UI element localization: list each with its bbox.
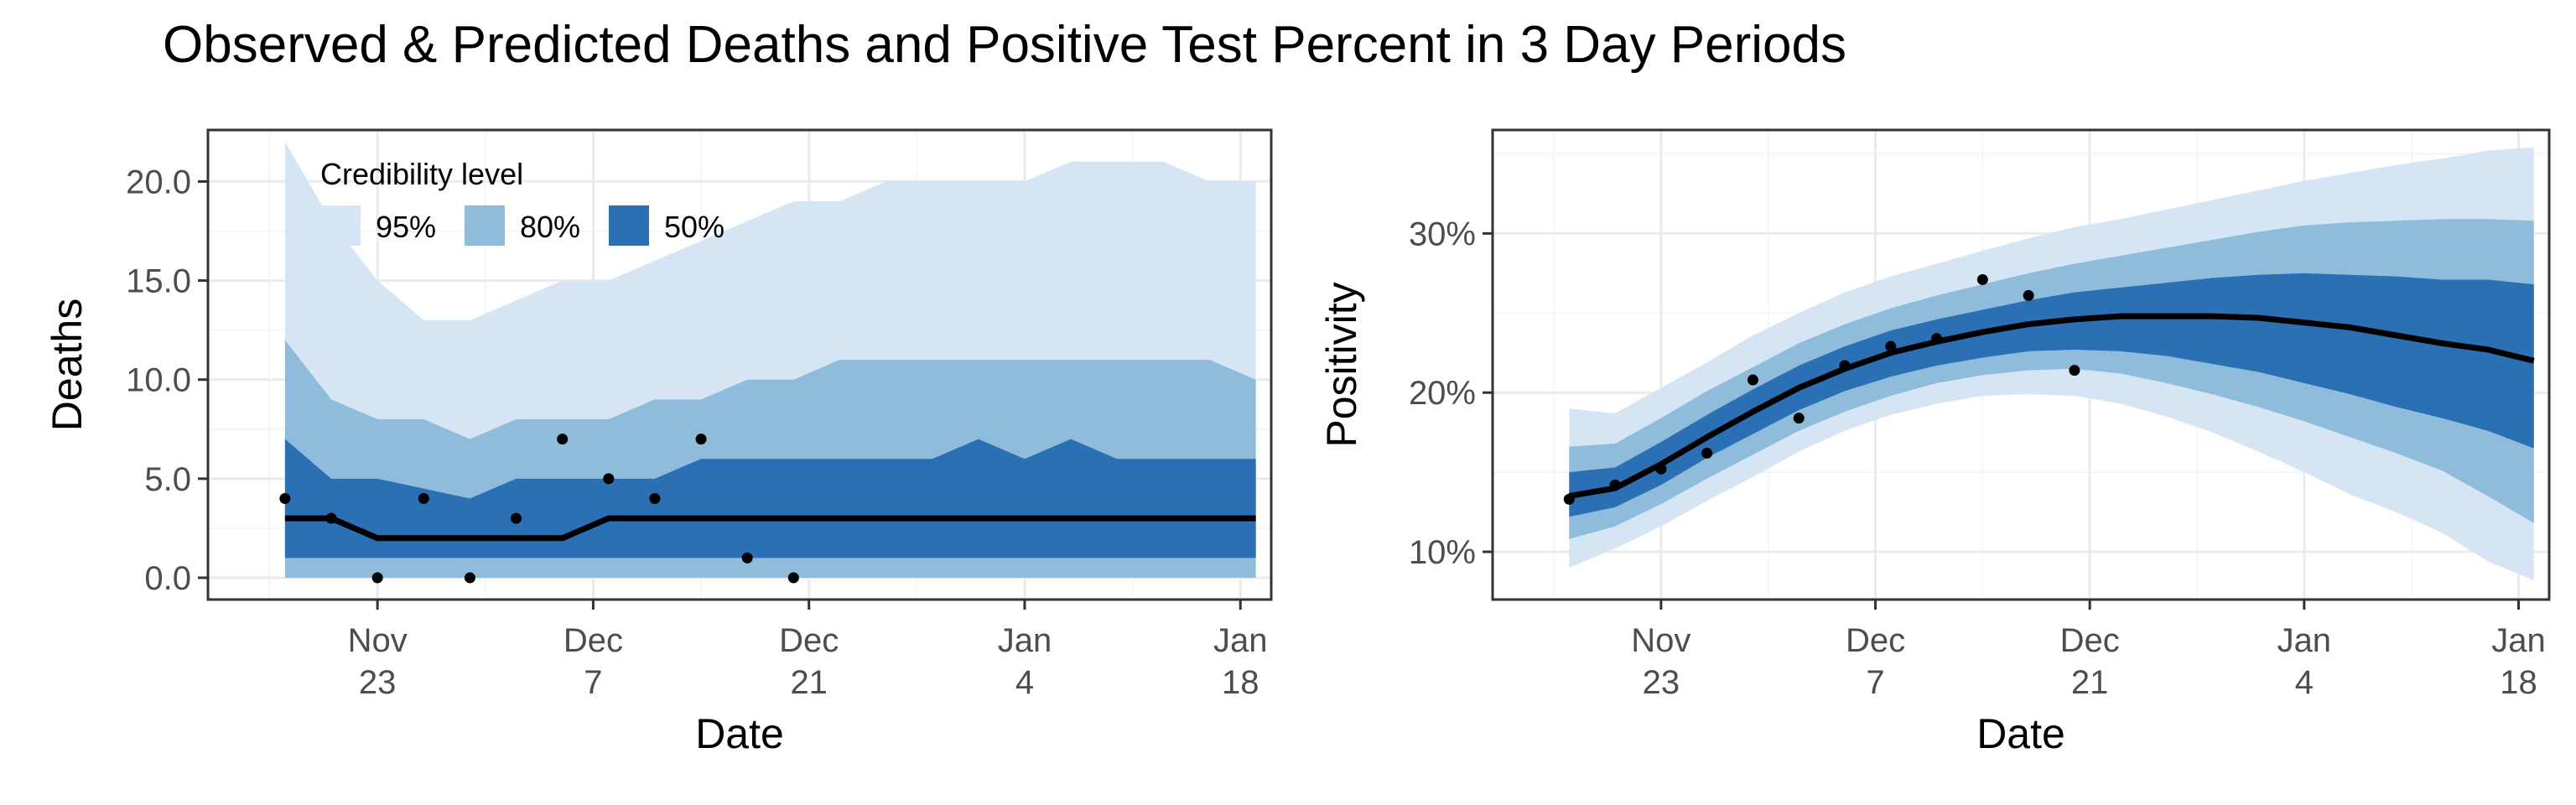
positivity-observed-point [1747,374,1758,386]
positivity-x-tick-label-month: Dec [2060,622,2120,659]
deaths-median-line [284,515,1256,542]
legend-label-80: 80% [520,210,580,244]
positivity-panel: 10% 20% 30% Nov 23 Dec 7 Dec 21 Jan 4 Jan 18 Date Posi… [1318,128,2551,757]
positivity-observed-point [2023,289,2034,301]
positivity-observed-point [1701,447,1713,459]
deaths-x-tick-label-day: 7 [584,664,602,701]
positivity-panel-border [1491,128,2551,601]
deaths-observed-point [603,473,615,485]
deaths-observed-point [787,572,799,584]
positivity-x-tick-label-month: Dec [1846,622,1905,659]
positivity-observed-point [1793,413,1805,424]
deaths-panel: 0.0 5.0 10.0 15.0 20.0 Nov 23 Dec 7 Dec 21 Jan 4 Jan 1… [44,128,1273,757]
positivity-observed-point [1931,333,1943,345]
positivity-x-tick-label-day: 18 [2500,664,2537,701]
deaths-x-tick-label-month: Dec [564,622,623,659]
deaths-plot-area [279,142,1256,584]
deaths-observed-point [511,512,522,524]
positivity-band-50 [1569,273,2534,517]
deaths-observed-point [325,512,337,524]
deaths-observed-point [741,552,753,564]
positivity-y-axis-title: Positivity [1318,282,1365,447]
positivity-x-axis-title: Date [1976,710,2065,757]
deaths-y-axis-title: Deaths [44,299,91,431]
deaths-observed-point [649,492,661,504]
deaths-y-tick-label: 10.0 [126,362,191,399]
positivity-x-tick-label-month: Jan [2491,622,2546,659]
deaths-observed-point [418,492,429,504]
positivity-observed-point [1885,340,1897,352]
positivity-observed-point [1976,273,1988,285]
deaths-x-tick-label-month: Jan [1213,622,1268,659]
deaths-panel-border [206,128,1273,601]
positivity-y-tick-label: 10% [1409,534,1476,571]
positivity-observed-point [1609,479,1621,491]
deaths-observed-point [464,572,475,584]
deaths-x-tick-label-day: 21 [790,664,828,701]
positivity-y-tick-label: 20% [1409,375,1476,412]
deaths-y-tick-label: 20.0 [126,164,191,200]
deaths-x-tick-label-month: Jan [998,622,1052,659]
deaths-x-tick-label-day: 4 [1015,664,1034,701]
positivity-x-tick-label-day: 7 [1866,664,1884,701]
deaths-y-tick-label: 5.0 [144,461,191,498]
deaths-x-tick-label-month: Dec [779,622,839,659]
positivity-x-tick-label-day: 4 [2295,664,2314,701]
legend-key-80 [465,205,505,246]
positivity-observed-point [1655,463,1667,475]
legend-key-50 [609,205,649,246]
deaths-observed-point [695,434,707,445]
positivity-observed-point [2069,365,2080,377]
positivity-x-tick-label-day: 21 [2071,664,2109,701]
positivity-median-line [1568,313,2535,500]
positivity-observed-point [1563,493,1575,505]
figure-title: Observed & Predicted Deaths and Positive… [163,16,1847,74]
credibility-legend: Credibility level 95% 80% 50% [320,157,724,246]
deaths-y-tick-label: 15.0 [126,263,191,300]
deaths-observed-point [557,434,569,445]
deaths-y-tick-label: 0.0 [144,560,191,597]
positivity-x-tick-label-month: Nov [1631,622,1690,659]
deaths-x-tick-label-day: 18 [1222,664,1259,701]
deaths-observed-point [279,492,291,504]
deaths-band-50 [284,439,1256,558]
positivity-x-tick-label-month: Jan [2277,622,2332,659]
deaths-x-axis-title: Date [695,710,784,757]
legend-title: Credibility level [320,157,523,191]
deaths-x-tick-label-month: Nov [348,622,408,659]
deaths-observed-point [371,572,383,584]
legend-label-95: 95% [376,210,436,244]
positivity-observed-point [1839,360,1851,371]
positivity-y-tick-label: 30% [1409,216,1476,252]
deaths-x-tick-label-day: 23 [359,664,397,701]
legend-label-50: 50% [664,210,724,244]
legend-key-95 [320,205,361,246]
positivity-plot-area [1563,147,2535,581]
positivity-x-tick-label-day: 23 [1643,664,1680,701]
